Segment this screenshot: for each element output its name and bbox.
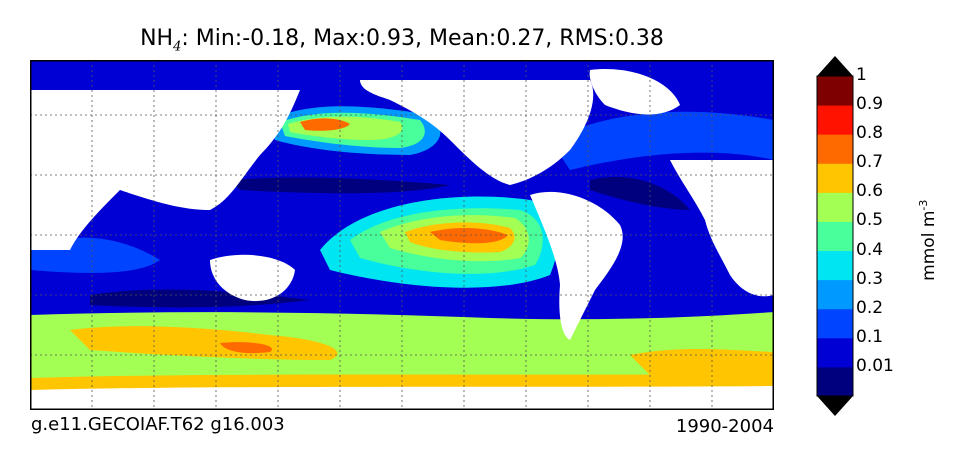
colorbar-tick-label: 0.8 [856, 123, 884, 144]
colorbar-tick-label: 0.3 [856, 268, 884, 289]
colorbar-segment [817, 366, 853, 397]
colorbar-tick-label: 1 [856, 65, 867, 85]
colorbar-label-text: mmol m [918, 210, 939, 281]
title-variable: NH [140, 26, 174, 51]
southern-ocean-core [220, 342, 272, 354]
colorbar-segment [817, 134, 853, 164]
colorbar-tick-label: 0.4 [856, 239, 884, 260]
land-south-america [530, 191, 623, 340]
land-australia [210, 254, 295, 302]
equatorial-peak [430, 228, 508, 244]
colorbar [816, 56, 854, 416]
title-stats: : Min:-0.18, Max:0.93, Mean:0.27, RMS:0.… [181, 26, 664, 51]
colorbar-segment [817, 308, 853, 339]
land-north-america [360, 80, 594, 185]
colorbar-frame [816, 75, 854, 397]
colorbar-segment [817, 337, 853, 368]
colorbar-segment [817, 250, 853, 281]
colorbar-segment [817, 163, 853, 193]
colorbar-tick-label: 0.7 [856, 152, 884, 173]
title-subscript: 4 [173, 39, 182, 55]
map-title: NH4: Min:-0.18, Max:0.93, Mean:0.27, RMS… [30, 26, 774, 54]
case-name-label: g.e11.GECOIAF.T62 g16.003 [31, 414, 285, 435]
map-frame [30, 60, 774, 410]
land-africa [670, 160, 774, 297]
colorbar-tick-label: 0.9 [856, 94, 884, 115]
colorbar-segment [817, 221, 853, 252]
colorbar-tick-label: 0.6 [856, 181, 884, 202]
ocean-map [30, 60, 774, 410]
colorbar-segment [817, 105, 853, 135]
colorbar-label: mmol m-3 [917, 200, 939, 281]
colorbar-tick-label: 0.5 [856, 210, 884, 231]
north-pacific-core [300, 118, 350, 131]
graticule [30, 60, 774, 410]
north-atlantic-shelf [550, 111, 774, 170]
colorbar-segment [817, 192, 853, 222]
colorbar-tick-label: 0.01 [856, 355, 894, 376]
southern-ocean-orange [70, 326, 338, 360]
colorbar-segment [817, 76, 853, 106]
colorbar-tick-label: 0.1 [856, 326, 884, 347]
colorbar-segment [817, 279, 853, 310]
colorbar-under-arrow [817, 396, 853, 416]
colorbar-label-exponent: -3 [917, 199, 931, 211]
land-greenland [589, 69, 680, 115]
land-asia-europe [30, 90, 300, 250]
low-band-atlantic [590, 176, 690, 210]
colorbar-tick-label: 0.2 [856, 297, 884, 318]
period-label: 1990-2004 [675, 416, 774, 437]
colorbar-over-arrow [817, 56, 853, 76]
